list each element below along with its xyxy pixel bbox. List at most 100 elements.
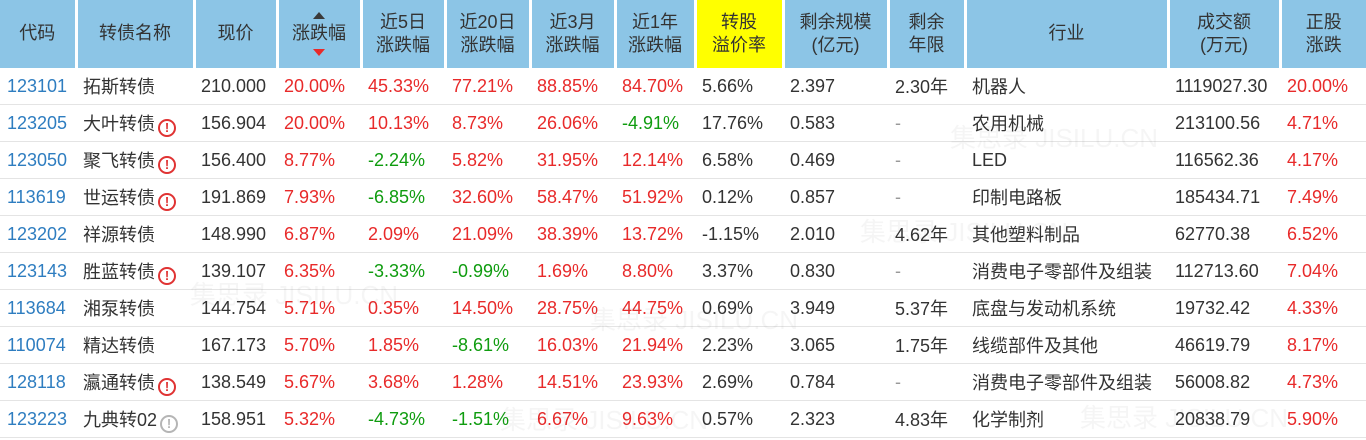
table-row: 113619 世运转债! 191.869 7.93% -6.85% 32.60% 58.47… [0, 178, 1366, 216]
bond-name-link[interactable]: 世运转债 [83, 187, 155, 208]
bond-name-cell: 大叶转债! [76, 104, 194, 142]
bond-name-link[interactable]: 精达转债 [83, 336, 155, 356]
cell-years: 4.83年 [888, 400, 965, 438]
bond-code-link[interactable]: 113619 [0, 178, 76, 216]
cell-stock_chg: 7.49% [1280, 178, 1366, 216]
bond-name-link[interactable]: 拓斯转债 [83, 77, 155, 97]
gray-warning-icon[interactable]: ! [160, 414, 179, 433]
bond-name-link[interactable]: 湘泵转债 [83, 299, 155, 319]
cell-chg1y: 9.63% [615, 400, 695, 438]
column-header-chg20[interactable]: 近20日涨跌幅 [445, 0, 532, 68]
cell-price: 158.951 [194, 400, 277, 438]
cell-stock_chg: 4.17% [1280, 141, 1366, 179]
cell-premium: 0.57% [695, 400, 783, 438]
bond-name-link[interactable]: 瀛通转债 [83, 372, 155, 393]
bond-name-link[interactable]: 九典转02 [83, 409, 158, 430]
cell-chg20: 14.50% [445, 289, 530, 327]
cell-industry: 化学制剂 [965, 400, 1168, 438]
red-warning-icon[interactable]: ! [158, 377, 176, 396]
cell-years: 2.30年 [888, 68, 965, 105]
cell-chg3m: 58.47% [530, 178, 615, 216]
cell-chg20: -0.99% [445, 252, 530, 290]
cell-premium: -1.15% [695, 215, 783, 253]
bond-code-link[interactable]: 123202 [0, 215, 76, 253]
bond-name-link[interactable]: 胜蓝转债 [83, 261, 155, 282]
bond-code-link[interactable]: 123223 [0, 400, 76, 438]
column-header-years[interactable]: 剩余 年限 [888, 0, 967, 68]
cell-chg5: 1.85% [361, 326, 445, 364]
cell-chg5: 2.09% [361, 215, 445, 253]
column-header-code[interactable]: 代码 [0, 0, 78, 68]
cell-industry: 消费电子零部件及组装 [965, 252, 1168, 290]
bond-name-link[interactable]: 祥源转债 [83, 225, 155, 245]
column-header-chg1y[interactable]: 近1年 涨跌幅 [615, 0, 697, 68]
cell-chg: 6.87% [277, 215, 361, 253]
red-warning-icon[interactable]: ! [158, 192, 176, 211]
table-row: 123050 聚飞转债! 156.400 8.77% -2.24% 5.82% 31.95%… [0, 141, 1366, 179]
column-header-turnover[interactable]: 成交额 (万元) [1168, 0, 1282, 68]
bond-code-link[interactable]: 123101 [0, 68, 76, 105]
cell-price: 156.400 [194, 141, 277, 179]
cell-chg: 20.00% [277, 68, 361, 105]
cell-chg5: -2.24% [361, 141, 445, 179]
table-body: 123101 拓斯转债 210.000 20.00% 45.33% 77.21% 88.85… [0, 68, 1366, 438]
red-warning-icon[interactable]: ! [158, 118, 176, 137]
cell-stock_chg: 7.04% [1280, 252, 1366, 290]
table-row: 123205 大叶转债! 156.904 20.00% 10.13% 8.73% 26.06… [0, 104, 1366, 142]
table-row: 123223 九典转02! 158.951 5.32% -4.73% -1.51% 6.67… [0, 400, 1366, 438]
column-header-label: 涨跌 [1305, 35, 1342, 55]
bond-name-link[interactable]: 大叶转债 [83, 113, 155, 134]
cell-chg20: 8.73% [445, 104, 530, 142]
cell-chg3m: 1.69% [530, 252, 615, 290]
column-header-label: 涨跌幅 [460, 35, 515, 55]
cell-chg5: -6.85% [361, 178, 445, 216]
red-warning-icon[interactable]: ! [158, 266, 176, 285]
column-header-stock_chg[interactable]: 正股 涨跌 [1280, 0, 1366, 68]
cell-chg: 20.00% [277, 104, 361, 142]
column-header-chg[interactable]: 涨跌幅 [277, 0, 363, 68]
bond-name-cell: 拓斯转债 [76, 68, 194, 105]
column-header-premium[interactable]: 转股 溢价率 [695, 0, 785, 68]
cell-years: 4.62年 [888, 215, 965, 253]
bond-name-link[interactable]: 聚飞转债 [83, 150, 155, 171]
cell-chg1y: -4.91% [615, 104, 695, 142]
cell-stock_chg: 20.00% [1280, 68, 1366, 105]
cell-chg20: 21.09% [445, 215, 530, 253]
bond-code-link[interactable]: 123143 [0, 252, 76, 290]
cell-stock_chg: 8.17% [1280, 326, 1366, 364]
header-row: 代码 转债名称 现价 涨跌幅 近5日 涨跌幅 近20日 涨跌幅 近3月 涨跌幅 近1年 涨跌幅 转股 溢价… [0, 0, 1366, 68]
cell-chg1y: 13.72% [615, 215, 695, 253]
column-header-label: 近20日 [459, 11, 516, 32]
column-header-chg5[interactable]: 近5日 涨跌幅 [361, 0, 447, 68]
cell-size: 0.583 [783, 104, 888, 142]
column-header-label: 转股 [721, 11, 757, 32]
cell-turnover: 62770.38 [1168, 215, 1280, 253]
column-header-price[interactable]: 现价 [194, 0, 279, 68]
cell-premium: 0.69% [695, 289, 783, 327]
cell-chg5: 0.35% [361, 289, 445, 327]
bond-code-link[interactable]: 123205 [0, 104, 76, 142]
red-warning-icon[interactable]: ! [158, 155, 176, 174]
column-header-chg3m[interactable]: 近3月 涨跌幅 [530, 0, 617, 68]
cell-chg20: -1.51% [445, 400, 530, 438]
cell-premium: 2.69% [695, 363, 783, 401]
column-header-size[interactable]: 剩余规模 (亿元) [783, 0, 890, 68]
cell-chg20: 32.60% [445, 178, 530, 216]
cell-size: 0.784 [783, 363, 888, 401]
table-row: 110074 精达转债 167.173 5.70% 1.85% -8.61% 16.03% 2… [0, 326, 1366, 364]
bond-code-link[interactable]: 110074 [0, 326, 76, 364]
cell-stock_chg: 4.33% [1280, 289, 1366, 327]
column-header-industry[interactable]: 行业 [965, 0, 1170, 68]
cell-chg5: 10.13% [361, 104, 445, 142]
cell-chg: 6.35% [277, 252, 361, 290]
cell-chg3m: 6.67% [530, 400, 615, 438]
bond-code-link[interactable]: 123050 [0, 141, 76, 179]
sort-desc-icon [313, 48, 325, 56]
cell-chg1y: 8.80% [615, 252, 695, 290]
table-row: 123202 祥源转债 148.990 6.87% 2.09% 21.09% 38.39% 1… [0, 215, 1366, 253]
bond-code-link[interactable]: 113684 [0, 289, 76, 327]
column-header-name[interactable]: 转债名称 [76, 0, 196, 68]
cell-chg20: 77.21% [445, 68, 530, 105]
column-header-label: (亿元) [811, 35, 860, 55]
bond-code-link[interactable]: 128118 [0, 363, 76, 401]
